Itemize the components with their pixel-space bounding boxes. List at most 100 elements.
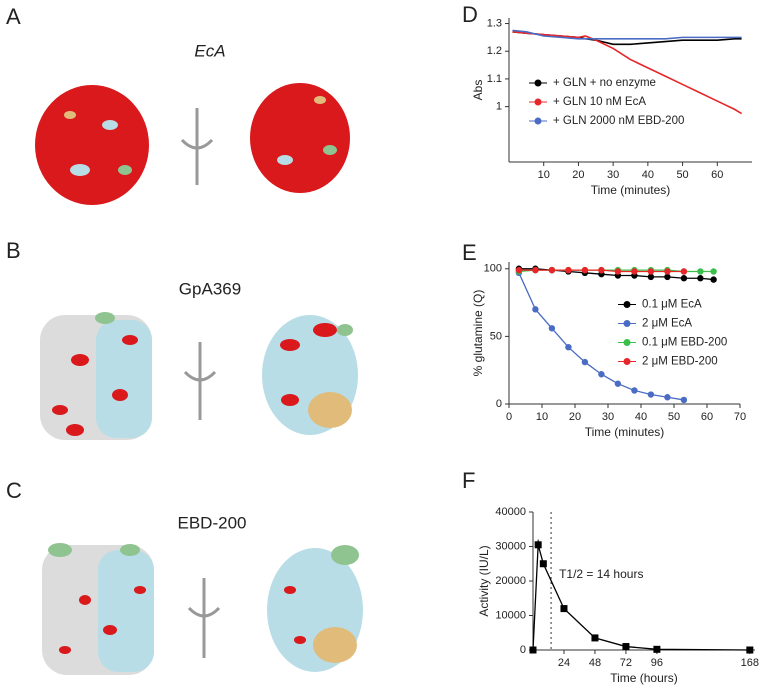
marker [598,371,605,378]
x-tick-label: 60 [701,411,713,423]
x-tick-label: 50 [668,411,680,423]
x-tick-label: 40 [635,411,647,423]
series-line [532,544,750,651]
marker [631,387,638,394]
marker [532,266,539,274]
legend-label: 2 μM EcA [642,318,692,330]
marker [548,325,556,332]
marker [565,344,572,351]
rotation-arrow [180,108,221,658]
panel-letter: F [462,468,475,493]
y-tick-label: 0 [520,644,526,656]
marker [680,275,688,282]
marker [565,266,572,274]
series-line [512,31,742,115]
marker [631,268,638,275]
marker [581,358,589,366]
legend-label: + GLN + no enzyme [553,77,656,89]
legend-swatch [623,358,631,365]
legend-swatch [623,339,631,346]
protein-surface [42,543,363,675]
panel-letter: D [462,2,478,27]
y-axis-label: % glutamine (Q) [471,290,485,377]
y-tick-label: 0 [496,398,502,410]
y-tick-label: 10000 [495,609,526,621]
marker [515,266,523,274]
marker [647,273,655,281]
marker [647,391,655,398]
x-axis-label: Time (minutes) [591,183,671,197]
series-line [512,29,742,40]
marker [622,643,630,651]
marker [598,266,605,274]
x-tick-label: 10 [538,169,550,181]
y-tick-label: 1.2 [487,45,502,57]
legend-label: 2 μM EBD-200 [642,356,718,368]
legend-swatch [623,320,631,327]
x-tick-label: 20 [572,169,584,181]
marker [664,273,671,281]
y-tick-label: 1.3 [487,17,502,29]
legend-swatch [623,301,631,308]
marker [664,394,671,401]
marker [548,266,556,274]
x-tick-label: 72 [620,657,632,669]
x-tick-label: 10 [536,411,548,423]
marker [581,266,589,274]
marker [653,645,661,653]
panel-title: GpA369 [179,279,241,298]
marker [746,646,754,654]
marker [680,396,688,404]
marker [710,276,717,283]
marker [529,646,537,654]
marker [664,268,671,275]
y-tick-label: 20000 [495,575,526,587]
panel-letter: B [6,238,21,263]
marker [614,380,622,387]
x-tick-label: 20 [569,411,581,423]
panel-title: EBD-200 [178,513,247,532]
marker [591,634,599,642]
protein-surface [40,312,358,440]
legend-swatch [534,117,542,125]
panel-letter: C [6,478,22,503]
marker [680,268,688,275]
y-tick-label: 30000 [495,540,526,552]
x-tick-label: 48 [589,657,601,669]
protein-surface [35,83,350,205]
x-tick-label: 40 [642,169,654,181]
y-tick-label: 50 [490,330,502,342]
x-tick-label: 0 [506,411,512,423]
legend-label: + GLN 2000 nM EBD-200 [553,115,684,127]
panel-title: EcA [194,41,225,60]
legend-swatch [534,79,542,87]
marker [534,541,542,549]
legend-label: + GLN 10 nM EcA [553,96,646,108]
marker [614,268,622,275]
y-tick-label: 40000 [495,506,526,518]
y-tick-label: 1.1 [487,73,502,85]
x-axis-label: Time (hours) [610,671,678,685]
legend-label: 0.1 μM EBD-200 [642,337,727,349]
x-tick-label: 60 [711,169,723,181]
x-tick-label: 70 [734,411,746,423]
y-axis-label: Abs [471,80,485,101]
marker [532,306,539,313]
y-tick-label: 100 [484,263,502,275]
marker [697,275,704,282]
x-tick-label: 30 [602,411,614,423]
marker [710,268,717,275]
annotation: T1/2 = 14 hours [559,567,643,581]
x-tick-label: 24 [558,657,570,669]
x-tick-label: 50 [676,169,688,181]
y-axis-label: Activity (IU/L) [477,545,491,616]
marker [560,605,568,613]
marker [539,560,547,568]
x-tick-label: 96 [651,657,663,669]
marker [697,268,704,275]
legend-label: 0.1 μM EcA [642,299,702,311]
x-axis-label: Time (minutes) [585,425,665,439]
marker [647,268,655,275]
